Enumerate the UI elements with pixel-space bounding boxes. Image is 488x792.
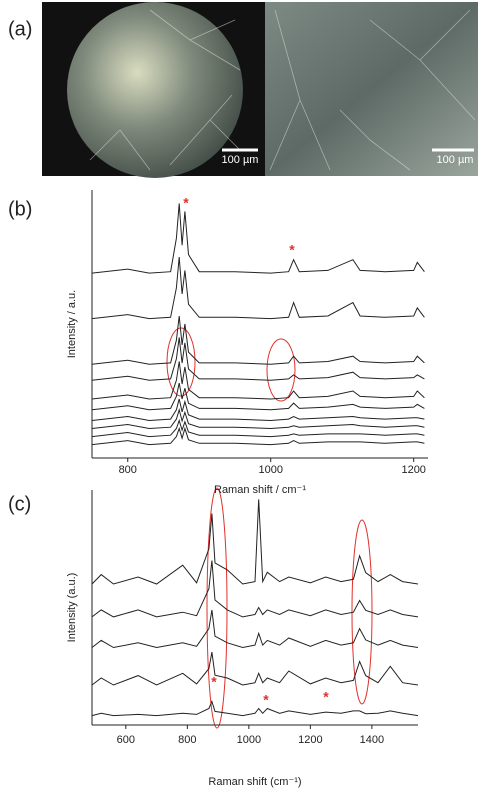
spectrum <box>91 398 425 422</box>
x-tick-label: 1400 <box>360 734 384 746</box>
x-tick-label: 800 <box>119 464 137 476</box>
panel-label: (a) <box>8 18 32 40</box>
peak-marker: * <box>289 242 295 258</box>
y-axis-label: Intensity (a.u.) <box>66 573 78 643</box>
crystal-fibers <box>89 9 241 171</box>
x-axis-label: Raman shift / cm⁻¹ <box>214 484 306 496</box>
peak-marker: * <box>263 692 269 708</box>
panel-label: (c) <box>8 493 31 515</box>
spectrum <box>91 256 425 320</box>
spectrum <box>91 337 425 381</box>
micrograph-right <box>265 2 478 176</box>
x-tick-label: 1000 <box>258 464 282 476</box>
crystal-fibers <box>269 9 476 171</box>
spectrum <box>91 315 425 365</box>
x-tick-label: 1000 <box>237 734 261 746</box>
x-tick-label: 1200 <box>401 464 425 476</box>
panel-label: (b) <box>8 198 32 220</box>
highlight-ellipse <box>266 338 296 402</box>
peak-marker: * <box>211 674 217 690</box>
scale-label: 100 µm <box>222 154 259 166</box>
x-tick-label: 600 <box>117 734 135 746</box>
spectrum <box>91 560 419 618</box>
spectrum <box>91 652 419 686</box>
spectrum <box>91 426 425 446</box>
spectrum <box>91 700 419 717</box>
peak-marker: * <box>323 689 329 705</box>
x-axis-label: Raman shift (cm⁻¹) <box>208 776 301 788</box>
spectrum <box>91 407 425 430</box>
spectrum <box>91 203 425 274</box>
x-tick-label: 800 <box>178 734 196 746</box>
y-axis-label: Intensity / a.u. <box>66 290 78 358</box>
peak-marker: * <box>183 195 189 211</box>
scale-label: 100 µm <box>437 154 474 166</box>
x-tick-label: 1200 <box>298 734 322 746</box>
spectrum <box>91 418 425 438</box>
spectrum <box>91 361 425 400</box>
spectrum <box>91 499 419 585</box>
spectrum <box>91 382 425 411</box>
spectrum <box>91 609 419 649</box>
highlight-ellipse <box>166 327 196 397</box>
highlight-ellipse <box>206 487 228 729</box>
crystal-disc <box>67 2 243 178</box>
